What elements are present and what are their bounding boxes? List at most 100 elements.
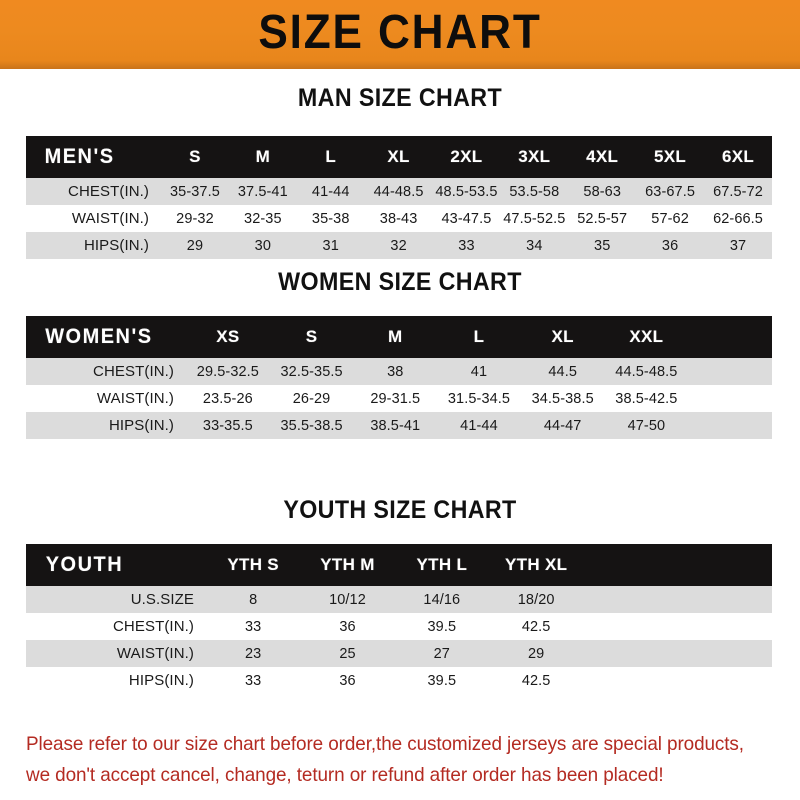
- women-measurement-cell: 35.5-38.5: [280, 417, 343, 434]
- men-measurement-cell: 58-63: [583, 183, 621, 200]
- footer-disclaimer: Please refer to our size chart before or…: [26, 729, 755, 791]
- men-corner-label: MEN'S: [44, 145, 115, 168]
- youth-measurement-cell-empty: [583, 640, 677, 667]
- youth-measurement-cell-empty: [678, 586, 772, 613]
- women-corner-label: WOMEN'S: [45, 325, 153, 348]
- men-measurement-cell: 63-67.5: [645, 183, 696, 200]
- men-row-label: CHEST(IN.): [68, 183, 150, 200]
- youth-column-header: YTH M: [320, 555, 375, 574]
- youth-measurement-cell: 33: [244, 672, 262, 689]
- youth-column-header-empty: [678, 544, 772, 586]
- youth-measurement-cell: 33: [244, 618, 262, 635]
- women-column-header: XL: [551, 327, 574, 346]
- youth-measurement-cell: 25: [339, 645, 356, 662]
- youth-measurement-cell: 36: [339, 618, 356, 635]
- women-column-header: M: [388, 327, 403, 346]
- women-header-row: WOMEN'S XS S M L XL XXL: [26, 316, 772, 358]
- men-measurement-cell: 37.5-41: [237, 183, 288, 200]
- women-measurement-cell: 38: [387, 363, 404, 380]
- banner: SIZE CHART: [0, 0, 800, 69]
- women-measurement-cell: 41-44: [460, 417, 498, 434]
- youth-column-header: YTH XL: [505, 555, 568, 574]
- table-row: CHEST(IN.) 35-37.5 37.5-41 41-44 44-48.5 48.5…: [26, 178, 772, 205]
- youth-measurement-cell: 36: [339, 672, 356, 689]
- men-measurement-cell: 37: [729, 237, 747, 254]
- table-row: HIPS(IN.) 29 30 31 32 33 34 35 36 37: [26, 232, 772, 259]
- men-measurement-cell: 35-38: [311, 210, 350, 227]
- youth-measurement-cell: 18/20: [517, 591, 555, 608]
- youth-measurement-cell-empty: [583, 667, 677, 694]
- youth-column-header: YTH S: [227, 555, 279, 574]
- men-measurement-cell: 53.5-58: [509, 183, 560, 200]
- women-column-header: L: [473, 327, 485, 346]
- man-table-head: MEN'S S M L XL 2XL 3XL 4XL 5XL 6XL: [26, 136, 772, 178]
- men-measurement-cell: 52.5-57: [577, 210, 628, 227]
- banner-title: SIZE CHART: [258, 5, 542, 59]
- women-size-table: WOMEN'S XS S M L XL XXL CHEST(IN.) 29.5-32.5 32.…: [26, 316, 772, 439]
- table-row: CHEST(IN.) 33 36 39.5 42.5: [26, 613, 772, 640]
- women-section-heading: WOMEN SIZE CHART: [278, 268, 522, 296]
- women-measurement-cell: 26-29: [292, 390, 331, 407]
- women-measurement-cell: 31.5-34.5: [447, 390, 511, 407]
- youth-table-body: U.S.SIZE 8 10/12 14/16 18/20 CHEST(IN.) 33 36 39…: [26, 586, 772, 694]
- men-measurement-cell: 30: [254, 237, 271, 254]
- women-measurement-cell: 29-31.5: [370, 390, 421, 407]
- men-column-header: 4XL: [586, 147, 619, 166]
- women-measurement-cell: 34.5-38.5: [531, 390, 594, 407]
- men-row-label: WAIST(IN.): [71, 210, 150, 227]
- women-measurement-cell: 23.5-26: [202, 390, 253, 407]
- men-measurement-cell: 44-48.5: [373, 183, 424, 200]
- youth-measurement-cell-empty: [678, 667, 772, 694]
- men-measurement-cell: 29-32: [176, 210, 214, 227]
- youth-measurement-cell: 14/16: [423, 591, 461, 608]
- women-measurement-cell: 38.5-41: [370, 417, 421, 434]
- women-measurement-cell-empty: [688, 385, 772, 412]
- women-measurement-cell: 41: [470, 363, 488, 380]
- youth-column-header-empty: [583, 544, 677, 586]
- footer-line-1: Please refer to our size chart before or…: [26, 733, 744, 755]
- youth-measurement-cell: 23: [244, 645, 262, 662]
- table-row: U.S.SIZE 8 10/12 14/16 18/20: [26, 586, 772, 613]
- man-header-row: MEN'S S M L XL 2XL 3XL 4XL 5XL 6XL: [26, 136, 772, 178]
- men-measurement-cell: 67.5-72: [713, 183, 763, 200]
- youth-section-heading: YOUTH SIZE CHART: [283, 496, 517, 524]
- table-row: HIPS(IN.) 33 36 39.5 42.5: [26, 667, 772, 694]
- women-measurement-cell: 44.5: [548, 363, 577, 380]
- men-column-header: L: [325, 147, 337, 166]
- men-measurement-cell: 48.5-53.5: [435, 183, 498, 200]
- youth-measurement-cell: 8: [249, 591, 258, 608]
- women-table-head: WOMEN'S XS S M L XL XXL: [26, 316, 772, 358]
- men-column-header: 2XL: [450, 147, 483, 166]
- women-measurement-cell: 47-50: [627, 417, 666, 434]
- women-measurement-cell-empty: [688, 412, 772, 439]
- youth-column-header: YTH L: [416, 555, 468, 574]
- men-measurement-cell: 35: [594, 237, 611, 254]
- women-column-header-empty: [688, 316, 772, 358]
- youth-measurement-cell: 10/12: [329, 591, 366, 608]
- youth-measurement-cell: 29: [527, 645, 545, 662]
- men-row-label: HIPS(IN.): [83, 237, 150, 254]
- youth-row-label: WAIST(IN.): [116, 645, 194, 662]
- man-size-table: MEN'S S M L XL 2XL 3XL 4XL 5XL 6XL CHEST(IN.) 35-3…: [26, 136, 772, 259]
- youth-measurement-cell: 27: [433, 645, 450, 662]
- men-measurement-cell: 35-37.5: [170, 183, 220, 200]
- women-measurement-cell: 44.5-48.5: [615, 363, 678, 380]
- youth-measurement-cell-empty: [678, 640, 772, 667]
- women-measurement-cell-empty: [688, 358, 772, 385]
- youth-measurement-cell-empty: [583, 586, 677, 613]
- women-measurement-cell: 44-47: [543, 417, 582, 434]
- women-measurement-cell: 29.5-32.5: [196, 363, 259, 380]
- men-measurement-cell: 62-66.5: [713, 210, 763, 227]
- men-measurement-cell: 33: [458, 237, 475, 254]
- table-row: HIPS(IN.) 33-35.5 35.5-38.5 38.5-41 41-44 44-…: [26, 412, 772, 439]
- women-row-label: WAIST(IN.): [96, 390, 175, 407]
- men-column-header: 6XL: [721, 147, 755, 166]
- men-measurement-cell: 36: [661, 237, 679, 254]
- women-column-header: XXL: [629, 327, 664, 346]
- men-measurement-cell: 31: [322, 237, 339, 254]
- men-column-header: 5XL: [654, 147, 687, 166]
- table-row: CHEST(IN.) 29.5-32.5 32.5-35.5 38 41 44.5 44.5…: [26, 358, 772, 385]
- men-column-header: M: [255, 147, 271, 166]
- table-row: WAIST(IN.) 23 25 27 29: [26, 640, 772, 667]
- men-measurement-cell: 34: [526, 237, 543, 254]
